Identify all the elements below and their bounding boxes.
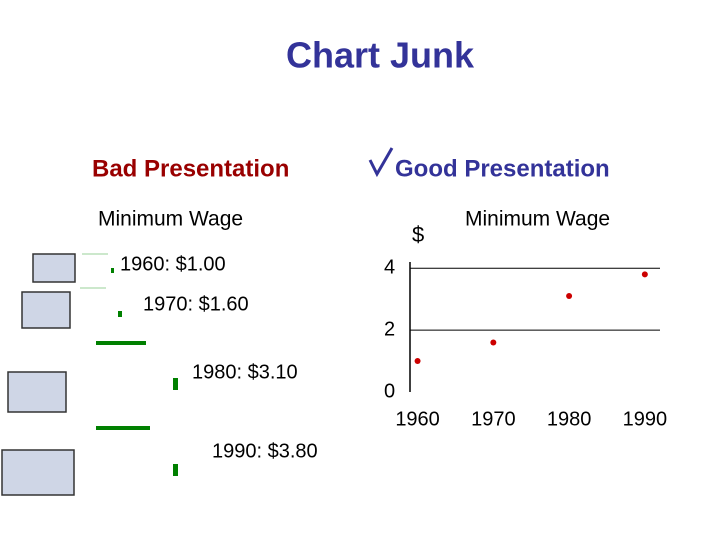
- junk-icons: [111, 268, 178, 476]
- good-heading: Good Presentation: [395, 155, 610, 182]
- slide-title: Chart Junk: [286, 35, 475, 76]
- data-point: [414, 358, 421, 365]
- bad-subtitle: Minimum Wage: [98, 208, 243, 231]
- wage-item: 1990: $3.80: [212, 440, 318, 462]
- data-point: [566, 293, 573, 300]
- x-tick-label: 1960: [395, 408, 440, 430]
- wage-item: 1970: $1.60: [143, 293, 249, 315]
- y-tick-label: 0: [384, 380, 395, 402]
- x-tick-label: 1970: [471, 408, 516, 430]
- bad-heading: Bad Presentation: [92, 155, 289, 182]
- clip-art: [1, 253, 76, 496]
- junk-lines: [80, 253, 108, 289]
- wage-item: 1960: $1.00: [120, 253, 226, 275]
- data-point: [641, 271, 648, 278]
- check-mark: [368, 147, 394, 178]
- x-tick-label: 1980: [547, 408, 592, 430]
- x-tick-label: 1990: [623, 408, 668, 430]
- chart-title: Minimum Wage: [465, 208, 610, 231]
- y-tick-label: 4: [384, 256, 395, 278]
- wage-item: 1980: $3.10: [192, 361, 298, 383]
- y-tick-label: 2: [384, 318, 395, 340]
- junk-lines: [96, 341, 150, 430]
- data-point: [490, 339, 497, 346]
- y-axis-label: $: [412, 222, 424, 247]
